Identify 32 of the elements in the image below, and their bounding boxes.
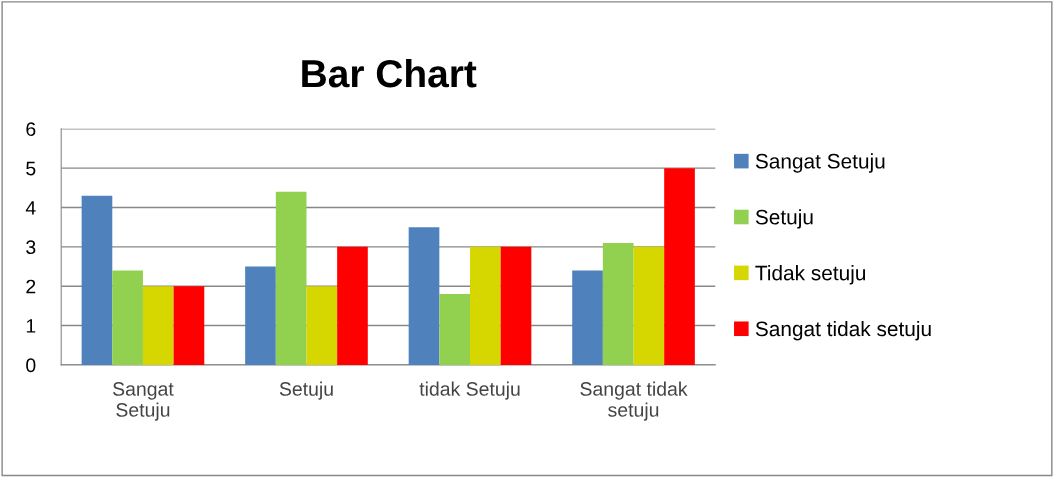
legend-label: Sangat Setuju [755, 153, 885, 173]
y-tick-label: 0 [26, 358, 36, 373]
y-tick-label: 2 [26, 279, 36, 294]
y-tick-label: 5 [26, 161, 36, 176]
bar [470, 246, 501, 365]
y-tick-label: 6 [26, 122, 36, 137]
bar [633, 246, 665, 365]
x-tick-label: Sangat tidak setuju [580, 381, 688, 421]
bar [337, 246, 368, 365]
bar [142, 286, 174, 365]
x-tick-label: tidak Setuju [419, 381, 520, 400]
bar [306, 286, 338, 365]
bar [408, 227, 440, 365]
bar [112, 270, 143, 365]
bar [602, 242, 634, 365]
x-tick-label: Setuju [279, 381, 333, 400]
y-tick-label: 1 [26, 319, 36, 333]
bar [245, 266, 276, 365]
bar [664, 168, 695, 365]
x-tick-label: Sangat Setuju [113, 382, 174, 421]
bar [439, 294, 470, 365]
bar [81, 195, 113, 365]
y-tick-label: 4 [25, 201, 36, 215]
legend-label: Tidak setuju [755, 265, 866, 285]
bar [572, 270, 603, 365]
y-tick-label: 3 [26, 240, 36, 255]
bar [275, 191, 307, 365]
legend-label: Setuju [755, 209, 813, 229]
legend-label: Sangat tidak setuju [755, 320, 931, 341]
bar [173, 286, 205, 365]
bar [500, 246, 532, 365]
chart-title: Bar Chart [302, 58, 477, 88]
